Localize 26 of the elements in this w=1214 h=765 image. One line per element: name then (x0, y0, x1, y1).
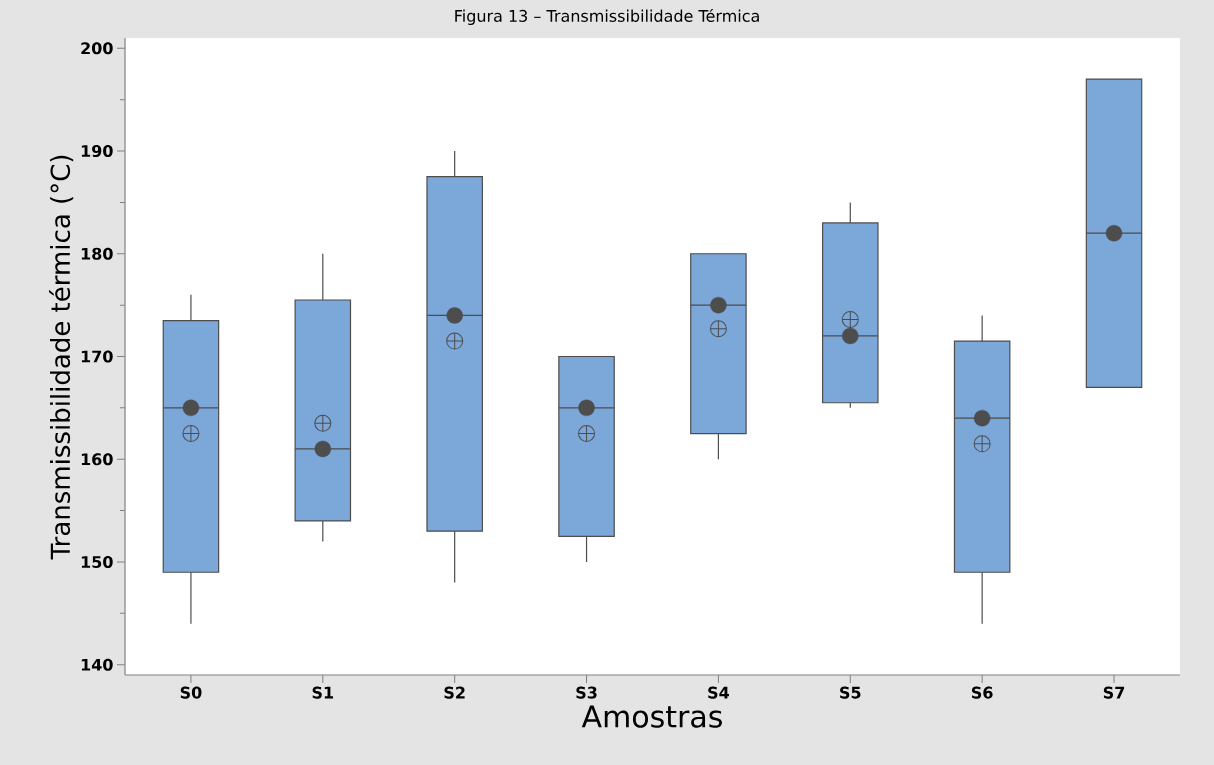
point (1105, 225, 1123, 242)
y-tick-label: 160 (81, 453, 113, 466)
x-tick-label: S6 (971, 686, 993, 699)
x-tick-label: S3 (576, 686, 597, 699)
y-axis-title: Transmissibilidade térmica (°C) (48, 155, 74, 560)
chart-title: Figura 13 – Transmissibilidade Térmica (455, 8, 759, 26)
point (710, 296, 727, 314)
y-tick-label: 200 (81, 42, 113, 55)
x-axis-title: Amostras (581, 705, 722, 728)
x-tick-label: S1 (312, 686, 334, 699)
point (182, 399, 200, 417)
y-tick-label: 150 (81, 555, 113, 569)
x-tick-label: S5 (840, 686, 861, 699)
point (446, 307, 463, 324)
point (314, 440, 331, 458)
y-tick-label: 140 (81, 658, 113, 671)
y-tick-label: 170 (81, 350, 113, 363)
x-tick-label: S4 (708, 686, 729, 699)
y-tick-label: 180 (81, 247, 113, 260)
point (842, 327, 859, 345)
y-tick-label: 190 (81, 144, 113, 158)
point (973, 409, 991, 427)
x-tick-label: S0 (180, 686, 202, 699)
x-tick-label: S7 (1103, 686, 1125, 699)
x-tick-label: S2 (444, 686, 465, 699)
point (578, 399, 595, 417)
